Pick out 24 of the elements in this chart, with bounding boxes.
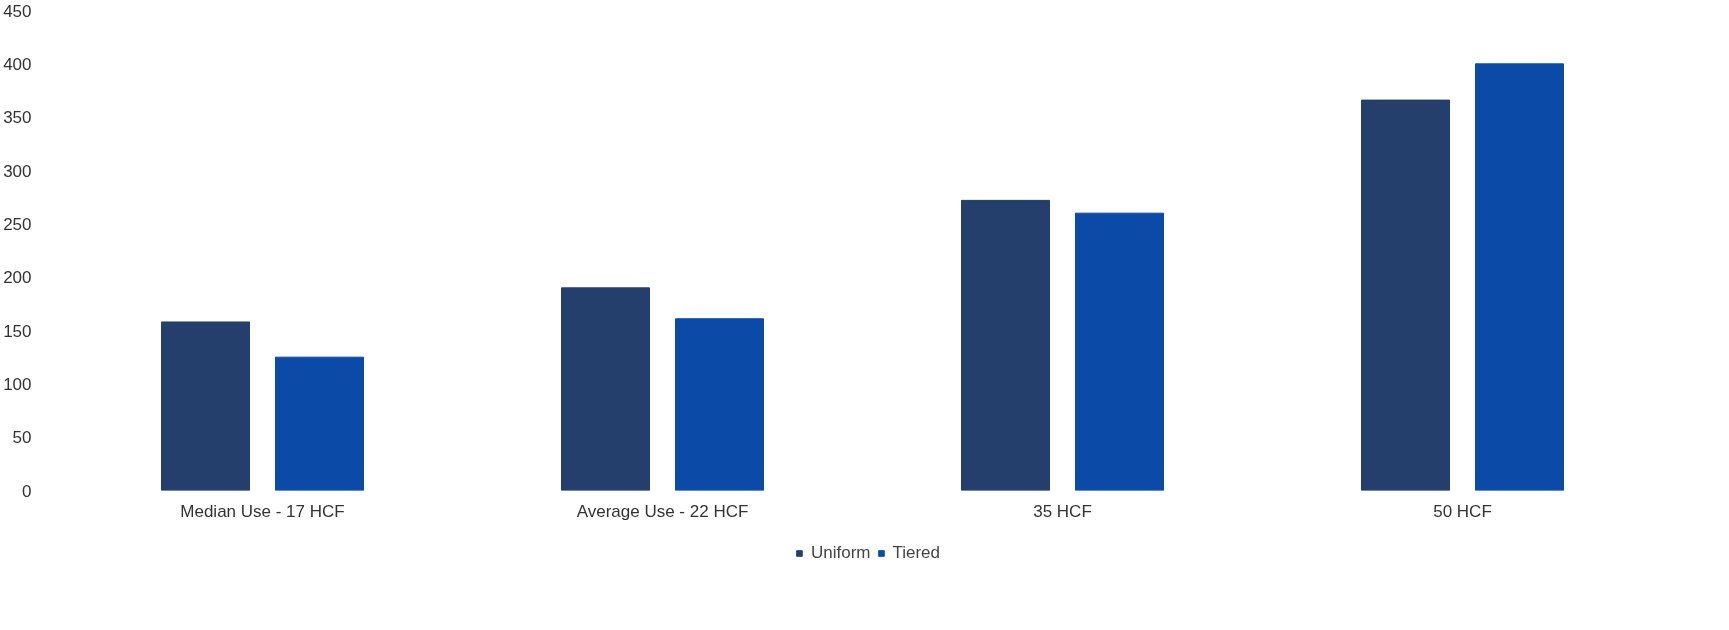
bar <box>275 356 364 491</box>
y-tick-label: 300 <box>3 161 32 181</box>
y-tick-label: 0 <box>22 481 32 501</box>
y-tick-label: 350 <box>3 108 32 128</box>
x-tick-label: Median Use - 17 HCF <box>180 501 345 521</box>
y-tick-label: 150 <box>3 321 32 341</box>
x-tick-label: Average Use - 22 HCF <box>576 501 749 521</box>
y-tick-label: 450 <box>3 1 32 21</box>
bar <box>561 287 650 491</box>
bar <box>1361 99 1450 491</box>
y-tick-label: 400 <box>3 54 32 74</box>
y-tick-label: 200 <box>3 268 32 288</box>
y-tick-label: 250 <box>3 214 32 234</box>
bar <box>1075 212 1164 491</box>
y-tick-label: 100 <box>3 374 32 394</box>
x-tick-label: 50 HCF <box>1433 501 1492 521</box>
bar <box>675 318 764 491</box>
bar <box>1475 63 1564 491</box>
legend-label: Uniform <box>810 543 871 563</box>
y-tick-label: 50 <box>12 428 32 448</box>
x-tick-label: 35 HCF <box>1033 501 1092 521</box>
bar <box>961 199 1050 491</box>
bar <box>161 321 250 491</box>
legend-label: Tiered <box>892 543 941 563</box>
